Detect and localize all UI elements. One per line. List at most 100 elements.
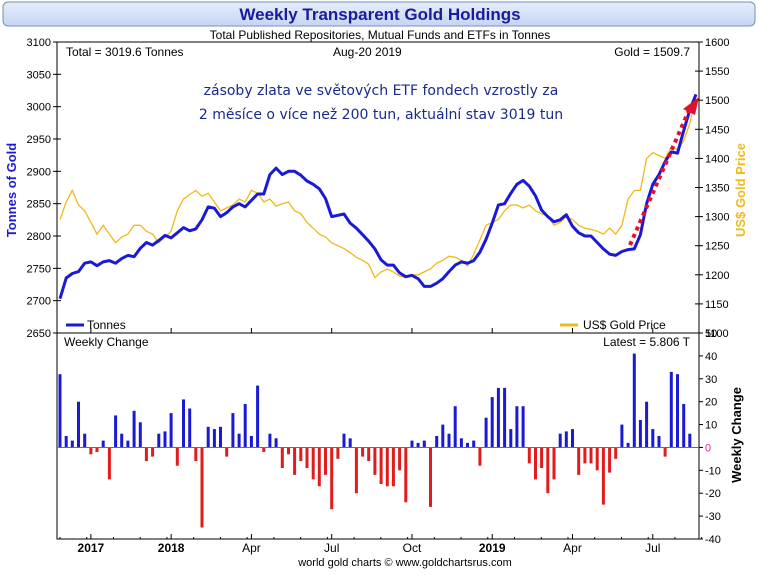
weekly-change-bar (58, 374, 62, 448)
weekly-change-bar (367, 447, 371, 462)
weekly-change-bar (194, 447, 198, 462)
weekly-change-bar (249, 436, 253, 448)
weekly-change-bar (540, 447, 544, 468)
x-tick-label: Jul (645, 541, 660, 555)
weekly-change-bar (157, 433, 161, 448)
weekly-change-panel-title: Weekly Change (64, 335, 149, 349)
weekly-change-bar (453, 406, 457, 448)
y-tick-label-right: 1100 (705, 328, 729, 340)
top-plot-frame (56, 41, 700, 334)
weekly-change-bar (317, 447, 321, 487)
weekly-change-bar (379, 447, 383, 484)
y-axis-title-right: US$ Gold Price (733, 143, 748, 237)
weekly-change-bar (330, 447, 334, 510)
weekly-change-bar (132, 410, 136, 448)
weekly-change-bar (608, 447, 612, 473)
x-tick-label: Apr (242, 541, 261, 555)
weekly-change-bar (416, 442, 420, 448)
y-tick-label-weekly: 50 (705, 328, 717, 340)
y-tick-label-right: 1600 (705, 37, 729, 49)
weekly-change-bar (188, 408, 192, 448)
weekly-change-bar (459, 438, 463, 448)
weekly-change-bar (441, 424, 445, 448)
weekly-change-bar (398, 447, 402, 471)
legend-label-gold: US$ Gold Price (583, 318, 666, 332)
weekly-change-bar (77, 401, 80, 448)
date-readout: Aug-20 2019 (333, 45, 402, 59)
annotation-line-2: 2 měsíce o více než 200 tun, aktuální st… (199, 107, 563, 123)
weekly-change-bar (534, 447, 537, 480)
legend-label-tonnes: Tonnes (87, 318, 126, 332)
weekly-change-bar (546, 447, 550, 494)
weekly-change-bar (447, 433, 451, 448)
weekly-change-bar (558, 433, 562, 448)
weekly-change-bar (676, 374, 679, 448)
weekly-change-bar (120, 433, 124, 448)
y-tick-label-left: 2900 (27, 166, 51, 178)
y-tick-label-right: 1250 (705, 241, 729, 253)
weekly-change-bar (583, 447, 587, 464)
weekly-change-bar (484, 417, 488, 448)
weekly-change-bar (385, 447, 389, 487)
weekly-change-bar (361, 447, 365, 457)
x-tick-label: Jul (324, 541, 339, 555)
weekly-change-bar (472, 440, 476, 448)
weekly-change-bar (651, 429, 655, 448)
y-tick-label-left: 2950 (27, 134, 51, 146)
weekly-change-bar (169, 413, 173, 448)
y-tick-label-right: 1500 (705, 95, 729, 107)
weekly-change-bar (645, 401, 649, 448)
weekly-change-bar (626, 442, 630, 448)
y-tick-label-weekly: 10 (705, 420, 717, 432)
footer-credit: world gold charts © www.goldchartsrus.co… (297, 557, 512, 569)
weekly-change-bar (527, 447, 531, 464)
weekly-change-bar (206, 426, 210, 448)
weekly-change-bar (595, 447, 599, 471)
weekly-change-bar (299, 447, 303, 462)
weekly-change-bar (410, 440, 414, 448)
y-tick-label-left: 2800 (27, 231, 51, 243)
weekly-change-bar (354, 447, 358, 494)
weekly-change-bar (287, 447, 290, 455)
weekly-change-bar (144, 447, 148, 462)
weekly-change-bar (311, 447, 315, 480)
weekly-change-bar (64, 436, 68, 448)
x-tick-label: 2017 (78, 541, 105, 555)
y-tick-label-left: 2650 (27, 328, 51, 340)
chart-subtitle: Total Published Repositories, Mutual Fun… (210, 28, 551, 42)
weekly-change-bar (342, 433, 346, 448)
weekly-change-bar (237, 433, 241, 448)
x-tick-label: Oct (403, 541, 422, 555)
weekly-change-bar (638, 420, 642, 448)
weekly-change-bar (564, 431, 568, 448)
y-tick-label-right: 1150 (705, 299, 729, 311)
latest-readout: Latest = 5.806 T (603, 335, 691, 349)
weekly-change-bar (571, 429, 574, 448)
weekly-change-bar (348, 438, 352, 448)
weekly-change-bar (373, 447, 377, 475)
weekly-change-bar (256, 385, 260, 448)
y-tick-label-left: 3000 (27, 102, 51, 114)
weekly-change-bar (114, 415, 118, 448)
weekly-change-bar (682, 404, 686, 448)
weekly-change-bar (466, 442, 469, 448)
weekly-change-bar (435, 436, 439, 448)
weekly-change-bar (305, 447, 309, 468)
weekly-change-bar (663, 447, 667, 457)
bottom-plot-frame (56, 332, 700, 540)
weekly-change-bar (391, 447, 395, 487)
weekly-change-bar (107, 447, 111, 480)
y-tick-label-right: 1350 (705, 183, 729, 195)
weekly-change-bar (175, 447, 179, 466)
x-tick-label: 2019 (479, 541, 506, 555)
weekly-change-bar (163, 431, 167, 448)
weekly-change-bar (182, 399, 185, 448)
weekly-change-bar (324, 447, 327, 475)
weekly-change-bar (212, 429, 216, 448)
weekly-change-bar (138, 422, 142, 448)
weekly-change-bar (336, 447, 340, 459)
y-tick-label-left: 3050 (27, 69, 51, 81)
weekly-change-bar (589, 447, 593, 464)
y-tick-label-right: 1200 (705, 270, 729, 282)
weekly-change-bar (429, 447, 432, 507)
